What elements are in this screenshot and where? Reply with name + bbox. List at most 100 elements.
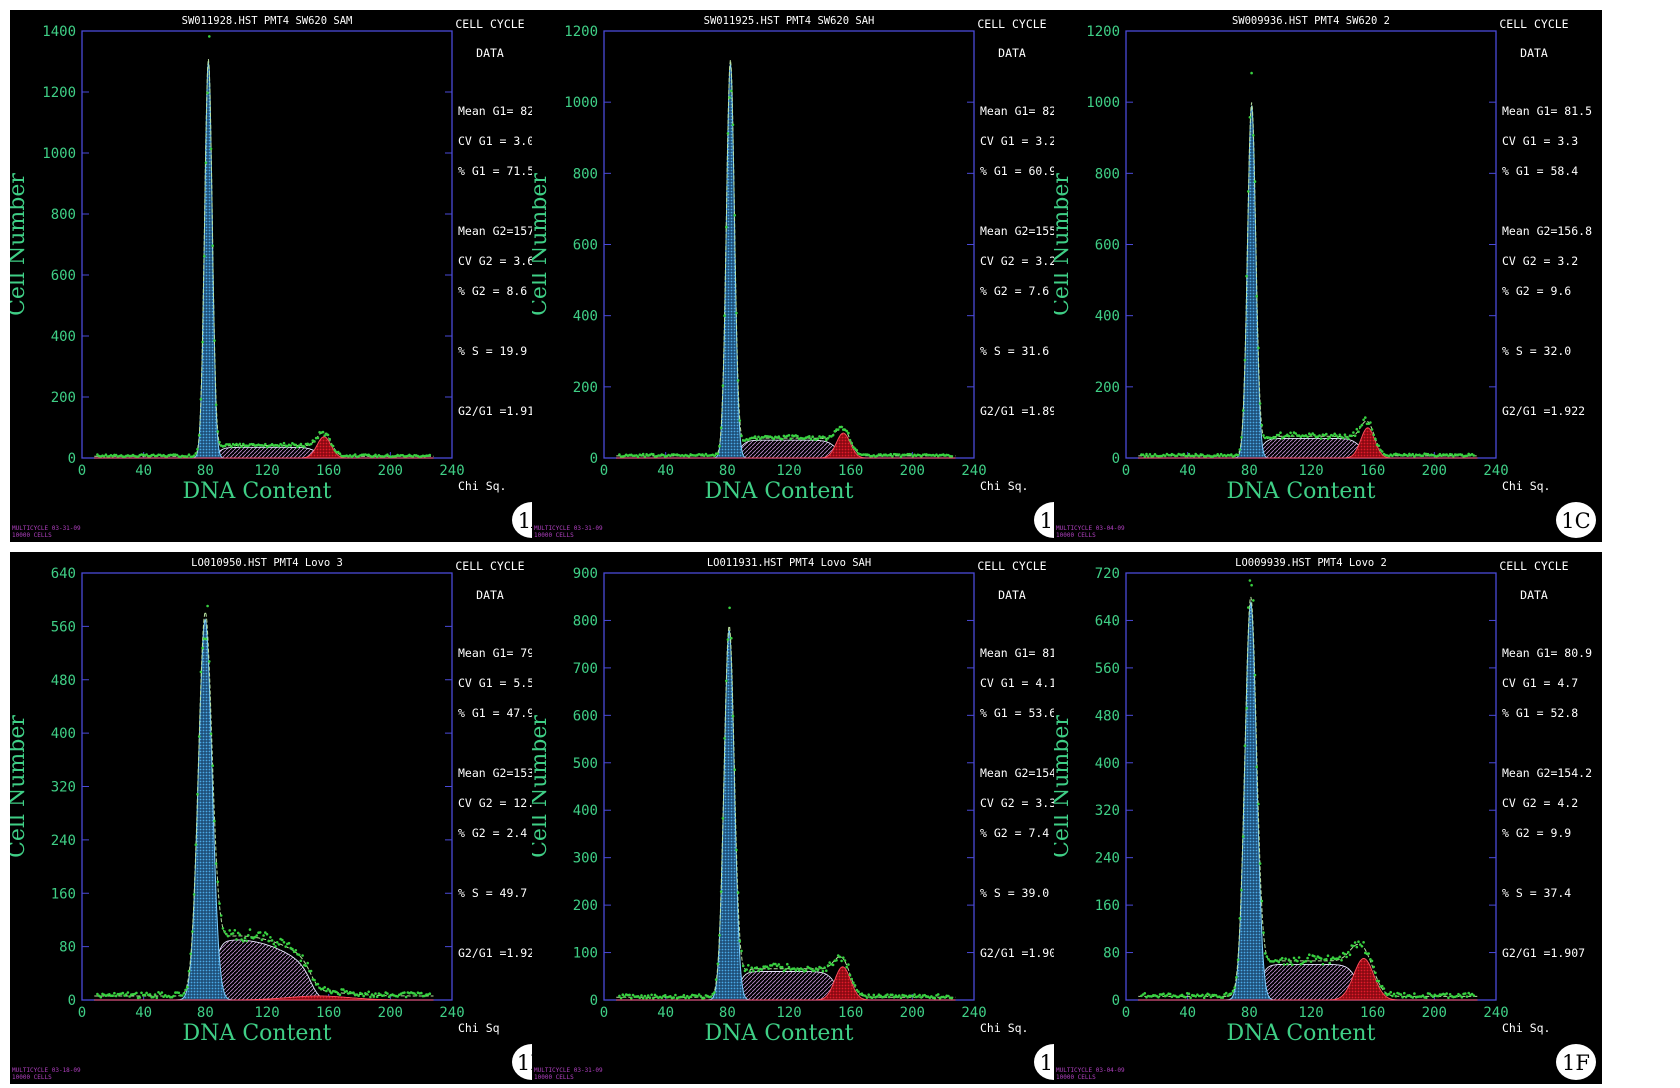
data-point (650, 993, 653, 997)
y-tick-label: 200 (51, 390, 76, 406)
data-point (153, 993, 157, 996)
y-tick-label: 160 (1095, 898, 1120, 914)
g2-peak-area (94, 995, 434, 1001)
fit-curve (1138, 596, 1478, 997)
data-point (872, 993, 876, 997)
data-point (194, 843, 198, 846)
x-tick-label: 40 (135, 1005, 152, 1021)
data-point (148, 993, 152, 996)
data-point (1352, 431, 1355, 434)
footer-text: MULTICYCLE 03-04-09 (1056, 1067, 1125, 1074)
data-point (845, 965, 848, 969)
data-point (1319, 437, 1323, 440)
data-point (725, 679, 728, 683)
data-point (1230, 992, 1233, 995)
stats-header: DATA (998, 588, 1026, 602)
data-points (96, 604, 432, 1000)
x-tick-label: 40 (657, 1005, 674, 1021)
data-point (1330, 957, 1333, 961)
data-point (1321, 962, 1325, 966)
data-point (1257, 346, 1260, 350)
data-point (1411, 996, 1414, 999)
chi-square-label: Chi Sq. (1502, 479, 1550, 493)
stat-line: CV G1 = 4.7 (1502, 676, 1578, 690)
data-point (262, 444, 265, 448)
data-point (780, 965, 784, 969)
stat-line: % S = 49.7 (458, 886, 527, 900)
data-point (855, 449, 859, 452)
y-tick-label: 640 (1095, 613, 1120, 629)
data-point (736, 379, 740, 382)
data-point (387, 995, 391, 999)
stat-line: CV G2 = 3.6 (458, 254, 534, 268)
data-point (933, 996, 937, 1000)
data-point (114, 994, 118, 998)
y-tick-label: 240 (1095, 851, 1120, 867)
data-point (801, 968, 804, 971)
data-point (1338, 433, 1342, 437)
data-point (1306, 435, 1309, 439)
data-point (1450, 453, 1454, 456)
y-tick-label: 700 (573, 661, 598, 677)
data-point (1343, 952, 1347, 956)
chi-square-label: Chi Sq (458, 1021, 500, 1035)
data-point (1157, 995, 1160, 999)
data-point (1325, 957, 1328, 961)
stat-line: G2/G1 =1.922 (1502, 404, 1585, 418)
data-point (277, 444, 281, 448)
data-point (1452, 455, 1455, 458)
data-point (831, 433, 835, 437)
data-point (755, 437, 759, 441)
x-axis-label: DNA Content (705, 1021, 854, 1046)
data-point (145, 991, 148, 995)
data-point (1194, 452, 1197, 456)
data-point (277, 943, 281, 946)
x-tick-label: 160 (1360, 463, 1385, 479)
data-point (214, 862, 218, 865)
data-point (1252, 134, 1255, 137)
data-point (128, 995, 131, 998)
stat-line: % G2 = 7.6 (980, 284, 1049, 298)
data-point (1294, 432, 1297, 435)
data-point (669, 995, 672, 998)
data-point (301, 954, 304, 957)
data-point (199, 397, 203, 401)
data-point (809, 967, 813, 971)
data-point (738, 939, 742, 943)
data-point (1341, 436, 1345, 440)
data-point (1260, 423, 1264, 427)
data-point (1387, 992, 1391, 996)
data-point (906, 995, 909, 999)
data-point (1257, 802, 1260, 806)
data-point (714, 978, 718, 981)
data-point (143, 993, 147, 997)
y-axis-label: Cell Number (10, 715, 30, 858)
histogram-chart: LO009939.HST PMT4 Lovo 20801602403204004… (1054, 557, 1596, 1081)
data-point (428, 992, 432, 995)
data-point (718, 934, 721, 937)
data-point (1141, 453, 1145, 457)
data-point (1201, 993, 1204, 997)
g1-peak-area (1138, 600, 1478, 1001)
data-point (191, 930, 194, 933)
data-point (1187, 992, 1191, 995)
data-point (218, 902, 221, 905)
data-point (321, 430, 325, 434)
data-point (1345, 435, 1348, 439)
data-point (1338, 955, 1342, 959)
g2-peak-area (616, 432, 956, 459)
data-point (823, 436, 826, 439)
data-point (1353, 434, 1357, 438)
data-point (660, 996, 664, 1000)
data-point (887, 995, 891, 999)
data-point (289, 444, 293, 447)
stat-line: % G2 = 9.9 (1502, 826, 1571, 840)
y-tick-label: 400 (1095, 309, 1120, 325)
data-point (842, 956, 845, 959)
data-point (236, 444, 240, 447)
data-point (1413, 992, 1416, 995)
data-point (1309, 433, 1313, 437)
data-point (326, 433, 330, 437)
data-point (738, 419, 742, 422)
x-tick-label: 240 (439, 463, 464, 479)
